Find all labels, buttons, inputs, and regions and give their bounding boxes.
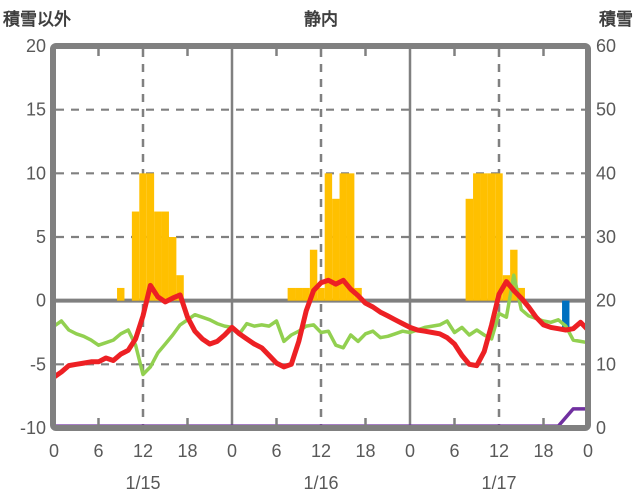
right-axis-tick-label: 50	[596, 100, 616, 120]
x-axis-date-label: 1/17	[481, 473, 516, 493]
orange-bars	[176, 275, 184, 301]
x-axis-hour-label: 0	[583, 441, 593, 461]
plot-area	[55, 49, 586, 428]
orange-bars	[154, 211, 162, 301]
orange-bars	[295, 287, 303, 301]
left-axis-tick-label: 20	[26, 36, 46, 56]
orange-bars	[339, 173, 347, 301]
orange-bars	[139, 173, 147, 301]
green-line	[55, 273, 586, 377]
right-axis-tick-label: 30	[596, 227, 616, 247]
x-axis-hour-label: 6	[449, 441, 459, 461]
orange-bars	[495, 173, 503, 301]
orange-bars	[487, 173, 496, 301]
orange-bars	[502, 275, 511, 301]
orange-bars	[287, 287, 296, 301]
right-axis-tick-label: 20	[596, 291, 616, 311]
orange-bars	[168, 237, 177, 301]
x-axis-hour-label: 18	[177, 441, 197, 461]
orange-bars	[161, 211, 169, 301]
x-axis-date-label: 1/15	[125, 473, 160, 493]
x-axis-hour-label: 0	[49, 441, 59, 461]
x-axis-hour-label: 12	[133, 441, 153, 461]
right-axis-tick-label: 60	[596, 36, 616, 56]
right-axis-tick-label: 40	[596, 163, 616, 183]
red-line	[55, 277, 586, 380]
x-axis-hour-label: 18	[533, 441, 553, 461]
blue-bar	[562, 300, 570, 332]
orange-bars	[346, 173, 355, 301]
x-axis-date-label: 1/16	[303, 473, 338, 493]
orange-bars	[302, 287, 310, 301]
orange-bars	[324, 173, 333, 301]
x-axis-hour-label: 18	[355, 441, 375, 461]
right-axis-tick-label: 0	[596, 418, 606, 438]
left-axis-title: 積雪以外	[3, 10, 71, 29]
right-axis-title: 積雪	[599, 10, 633, 29]
left-axis-tick-label: 10	[26, 163, 46, 183]
x-axis-hour-label: 12	[311, 441, 331, 461]
x-axis-hour-label: 6	[93, 441, 103, 461]
left-axis-tick-label: 15	[26, 100, 46, 120]
orange-bars	[465, 198, 474, 301]
orange-bars	[317, 287, 325, 301]
orange-bars	[309, 249, 318, 301]
orange-bars	[146, 173, 155, 301]
orange-bars	[332, 198, 340, 301]
orange-bars	[517, 287, 525, 301]
orange-bars	[117, 287, 125, 301]
left-axis-tick-label: -10	[20, 418, 46, 438]
plot-frame	[50, 43, 591, 431]
left-axis-tick-label: -5	[30, 354, 46, 374]
x-axis-hour-label: 0	[227, 441, 237, 461]
x-axis-hour-label: 0	[405, 441, 415, 461]
left-axis-tick-label: 5	[36, 227, 46, 247]
orange-bars	[480, 173, 488, 301]
left-axis-tick-label: 0	[36, 291, 46, 311]
x-axis-hour-label: 12	[489, 441, 509, 461]
chart-title: 静内	[304, 10, 338, 29]
orange-bars	[473, 173, 481, 301]
right-axis-tick-label: 10	[596, 354, 616, 374]
orange-bars	[131, 211, 140, 301]
x-axis-hour-label: 6	[271, 441, 281, 461]
